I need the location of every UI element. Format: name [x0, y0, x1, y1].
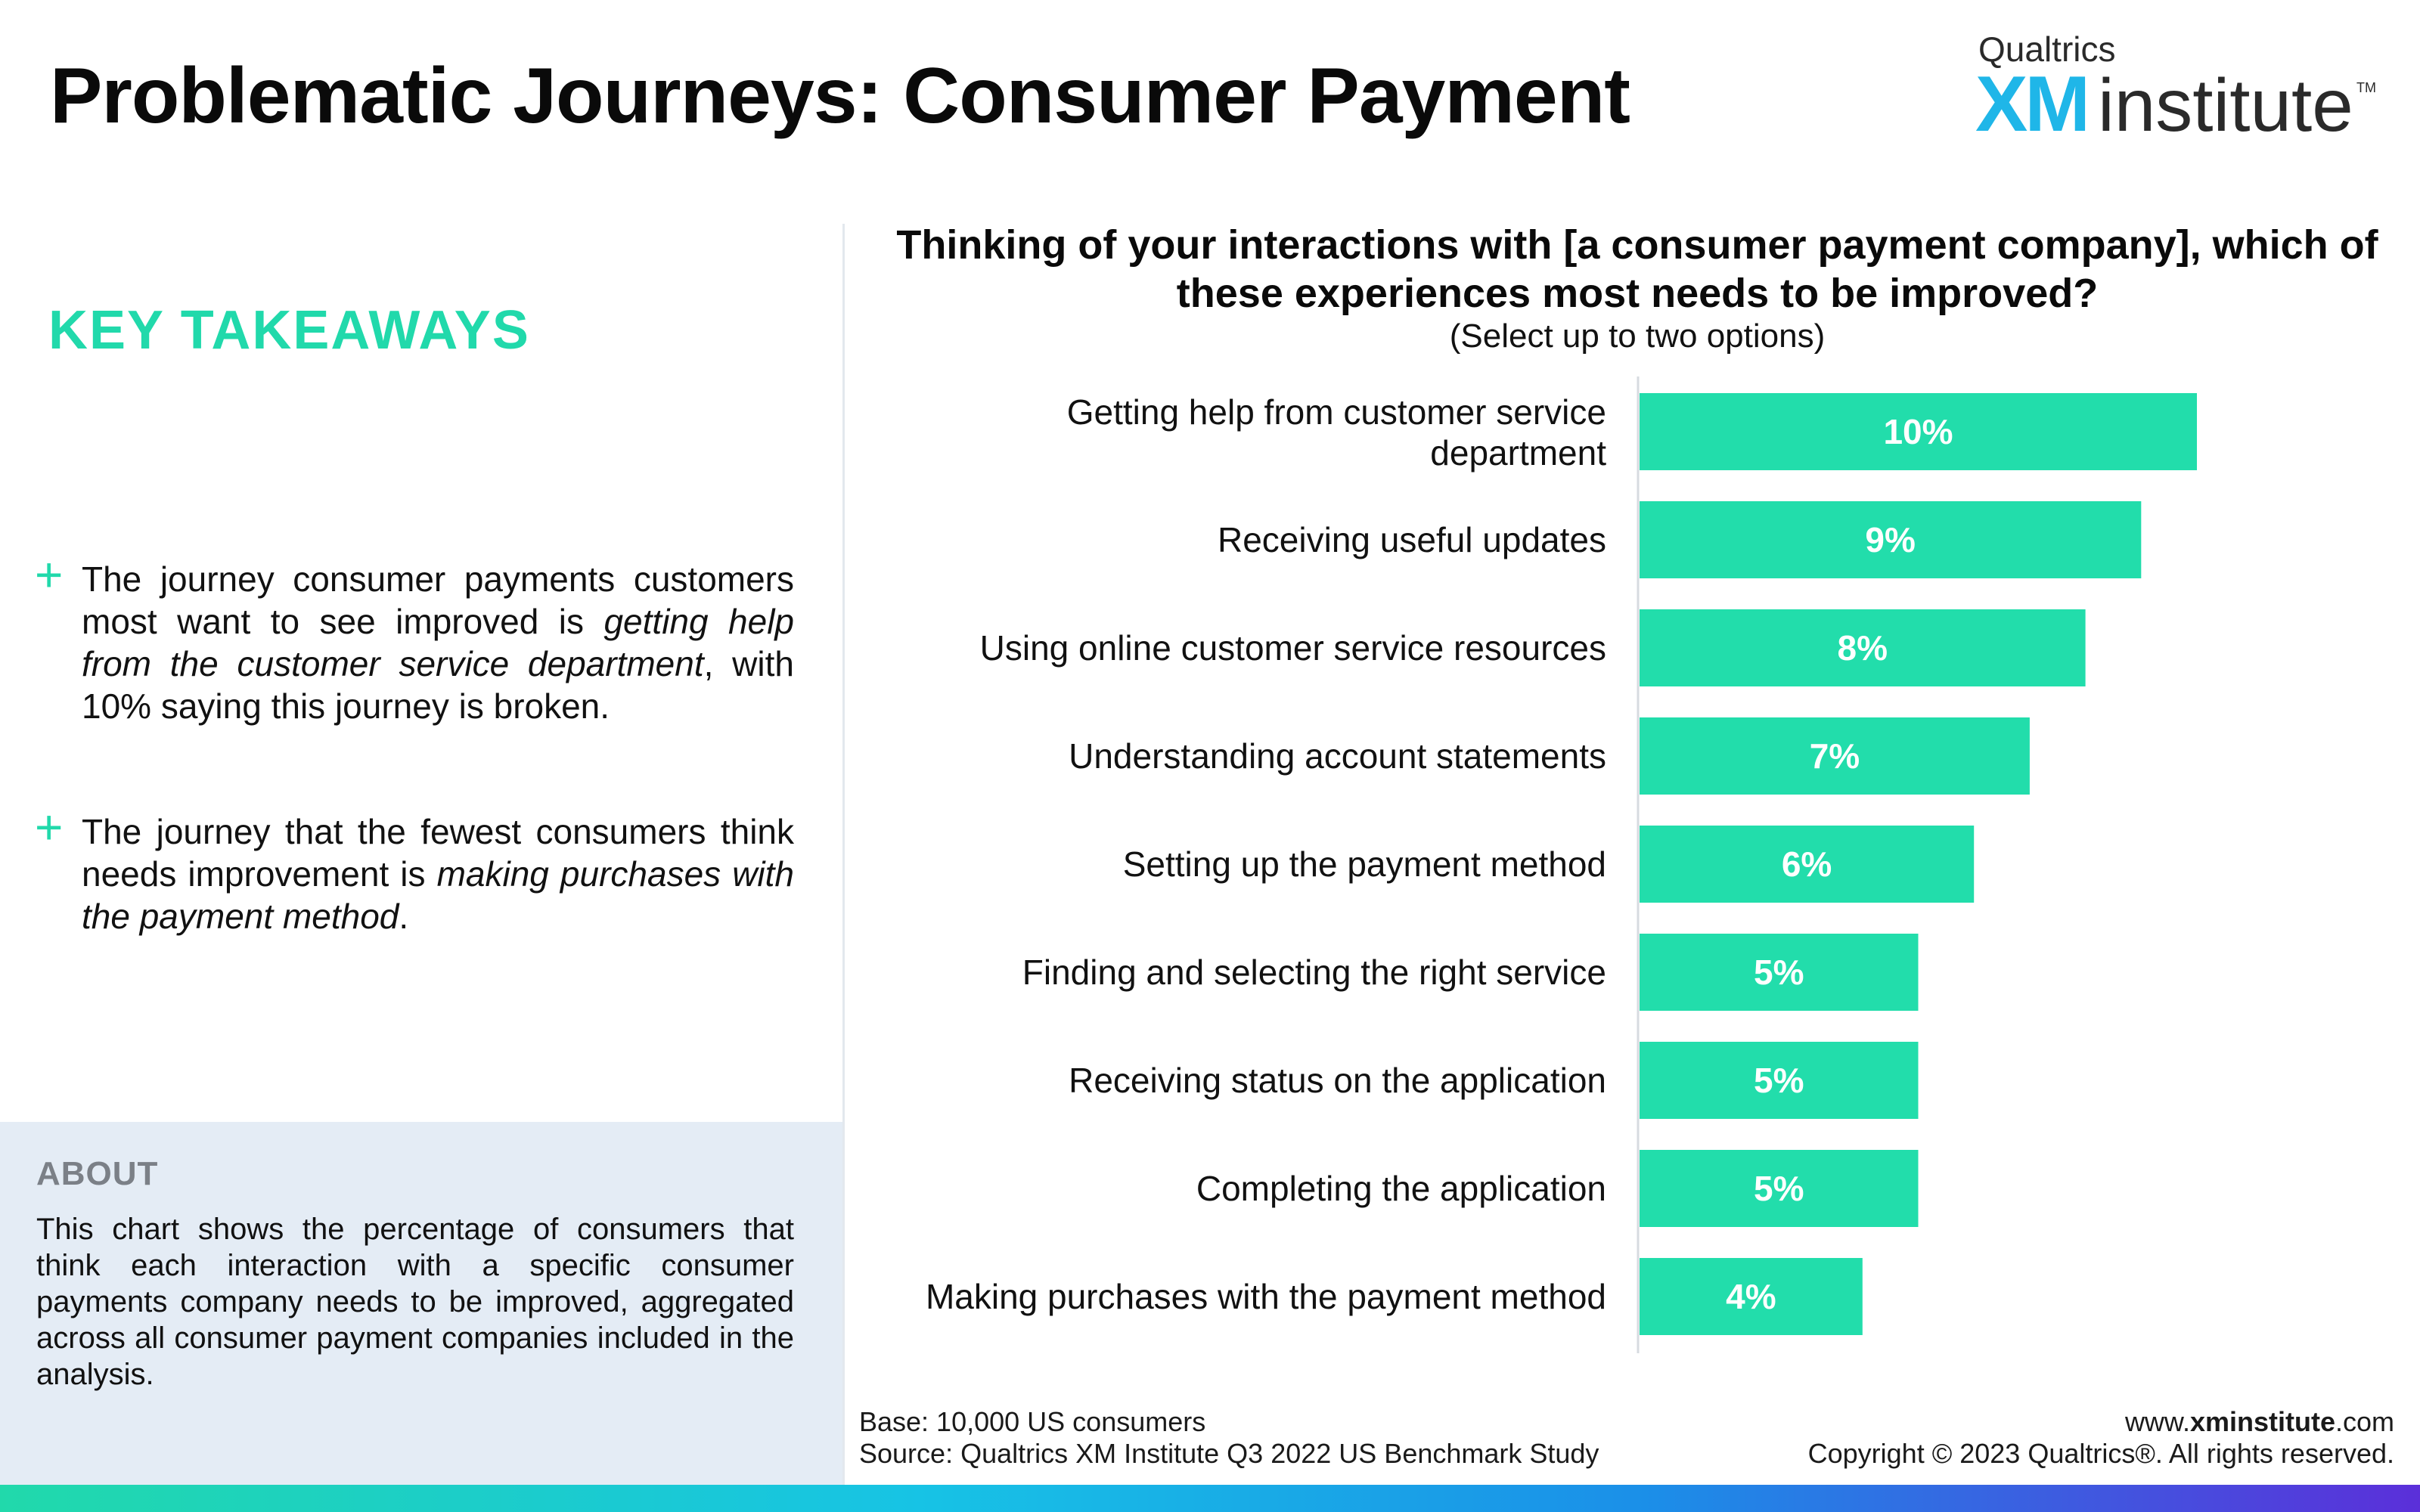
chart-title: Thinking of your interactions with [a co… [896, 222, 2378, 316]
panel-divider [842, 224, 845, 1485]
footer-url-bold: xminstitute [2189, 1406, 2335, 1437]
bar-3 [1640, 609, 2086, 686]
footer-copyright: www.xminstitute.com Copyright © 2023 Qua… [1808, 1406, 2394, 1470]
about-text: This chart shows the percentage of consu… [36, 1213, 794, 1391]
takeaway-text-1: The journey consumer payments customers … [82, 558, 794, 727]
bar-value-label-7: 5% [1754, 1061, 1804, 1100]
bar-1 [1640, 393, 2197, 470]
plus-icon: + [35, 800, 64, 854]
bar-2 [1640, 501, 2142, 578]
bar-5 [1640, 826, 1975, 903]
logo-xm-text: XM [1975, 60, 2090, 148]
takeaway-2-post: . [399, 897, 409, 936]
footer-copyright-text: Copyright © 2023 Qualtrics®. All rights … [1807, 1438, 2394, 1469]
category-label-2: Receiving useful updates [1218, 520, 1606, 559]
category-label-3: Using online customer service resources [980, 628, 1606, 668]
bar-value-label-2: 9% [1865, 520, 1915, 559]
chart-subtitle: (Select up to two options) [1449, 318, 1826, 355]
bar-value-label-3: 8% [1838, 628, 1888, 668]
takeaway-1-post: , with 10% saying this journey is broken… [82, 644, 794, 726]
bar-6 [1640, 934, 1919, 1011]
category-label-4: Understanding account statements [1069, 736, 1606, 776]
category-label-8: Completing the application [1196, 1169, 1606, 1208]
plus-icon: + [35, 547, 64, 602]
takeaway-2-pre: The journey that the fewest consumers th… [82, 812, 794, 894]
category-label-9: Making purchases with the payment method [926, 1277, 1606, 1316]
page-title: Problematic Journeys: Consumer Payment [50, 52, 1630, 140]
takeaway-text-2: The journey that the fewest consumers th… [82, 810, 794, 937]
bar-8 [1640, 1150, 1919, 1227]
bar-value-label-1: 10% [1883, 412, 1953, 451]
footer-source: Base: 10,000 US consumers Source: Qualtr… [859, 1406, 1599, 1470]
bar-value-label-6: 5% [1754, 953, 1804, 992]
category-label-5: Setting up the payment method [1123, 844, 1606, 884]
category-label-7: Receiving status on the application [1069, 1061, 1606, 1100]
category-label-1: Getting help from customer service depart… [1067, 392, 1606, 472]
bottom-gradient-bar [0, 1485, 2420, 1512]
takeaway-item-2: + The journey that the fewest consumers … [35, 803, 794, 937]
about-heading: ABOUT [36, 1155, 159, 1192]
bar-value-label-9: 4% [1726, 1277, 1776, 1316]
logo-institute-text: institute [2098, 64, 2353, 147]
bar-value-label-4: 7% [1810, 736, 1860, 776]
takeaway-1-emphasis: getting help from the customer service d… [82, 602, 794, 683]
qualtrics-xm-institute-logo: Qualtrics XM institute TM [1975, 29, 2384, 150]
footer-base: Base: 10,000 US consumers [859, 1406, 1206, 1437]
takeaway-1-pre: The journey consumer payments customers … [82, 559, 794, 641]
bar-value-label-5: 6% [1782, 844, 1832, 884]
bar-7 [1640, 1042, 1919, 1119]
takeaway-item-1: + The journey consumer payments customer… [35, 550, 794, 727]
about-panel: ABOUT This chart shows the percentage of… [0, 1122, 842, 1485]
footer-url-suffix: .com [2335, 1406, 2394, 1437]
logo-qualtrics-text: Qualtrics [1978, 29, 2116, 69]
footer-source-text: Source: Qualtrics XM Institute Q3 2022 U… [859, 1438, 1599, 1469]
category-label-6: Finding and selecting the right service [1022, 953, 1606, 992]
bar-4 [1640, 717, 2030, 795]
key-takeaways-heading: KEY TAKEAWAYS [48, 300, 530, 361]
takeaway-2-emphasis: making purchases with the payment method [82, 854, 794, 936]
bar-9 [1640, 1258, 1863, 1335]
bar-value-label-8: 5% [1754, 1169, 1804, 1208]
logo-trademark: TM [2356, 80, 2376, 95]
footer-url[interactable]: www.xminstitute.com [1808, 1406, 2394, 1438]
footer-url-prefix: www. [2124, 1406, 2190, 1437]
